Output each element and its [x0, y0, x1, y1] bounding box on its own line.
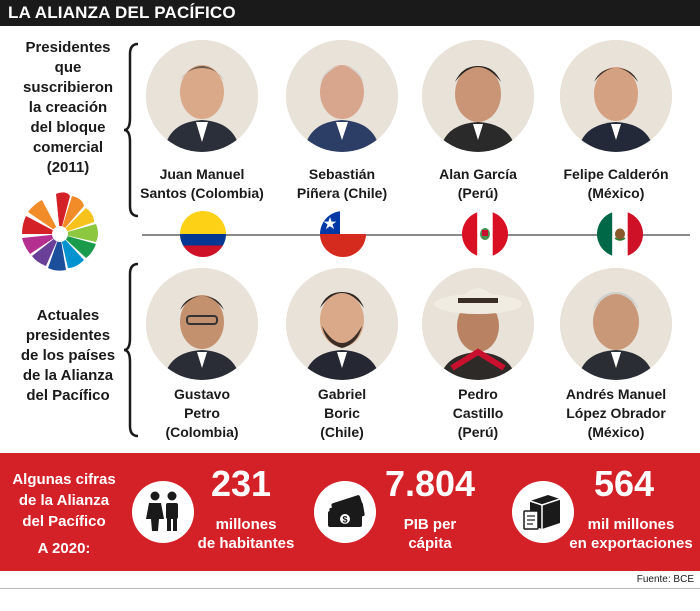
- founder-name-pinera: Sebastián Piñera (Chile): [296, 166, 388, 201]
- photo-andres-manuel-lopez-obrador: [560, 268, 672, 380]
- current-presidents-label: Actuales presidentes de los países de la…: [20, 307, 116, 404]
- bottom-divider: [0, 588, 700, 589]
- stat-desc-gdp: PIB per cápita: [403, 516, 457, 552]
- founder-name-calderon: Felipe Calderón (México): [563, 166, 669, 201]
- stat-desc-population: millones de habitantes: [197, 516, 295, 552]
- founders-label: Presidentes que suscribieron la creación…: [22, 39, 114, 176]
- stat-value-gdp: 7.804: [384, 463, 476, 504]
- photo-juan-manuel-santos: [146, 40, 258, 152]
- stat-desc-exports: mil millones en exportaciones: [569, 516, 693, 552]
- current-name-boric: Gabriel Boric (Chile): [317, 386, 367, 440]
- founder-name-garcia: Alan García (Perú): [439, 166, 517, 201]
- founders-brace: [124, 42, 139, 218]
- stats-lead-text: Algunas cifras de la Alianza del Pacífic…: [12, 471, 116, 557]
- timeline-line: [142, 234, 690, 236]
- stat-value-population: 231: [210, 463, 272, 504]
- flag-colombia: [180, 211, 226, 257]
- money-icon: $: [314, 481, 376, 543]
- photo-alan-garcia: [422, 40, 534, 152]
- stat-value-exports: 564: [593, 463, 655, 504]
- photo-pedro-castillo: [422, 268, 534, 380]
- founder-name-santos: Juan Manuel Santos (Colombia): [140, 166, 264, 201]
- flag-chile: [320, 211, 366, 257]
- flag-mexico: [597, 211, 643, 257]
- current-name-lopez-obrador: Andrés Manuel López Obrador (México): [565, 386, 667, 440]
- export-box-icon: [512, 481, 574, 543]
- current-name-castillo: Pedro Castillo (Perú): [452, 386, 504, 440]
- header-bar: LA ALIANZA DEL PACÍFICO: [0, 0, 700, 26]
- stats-band: Algunas cifras de la Alianza del Pacífic…: [0, 453, 700, 571]
- current-brace: [124, 262, 139, 438]
- page-title: LA ALIANZA DEL PACÍFICO: [8, 3, 236, 22]
- svg-text:$: $: [342, 515, 347, 525]
- photo-gabriel-boric: [286, 268, 398, 380]
- photo-sebastian-pinera: [286, 40, 398, 152]
- photo-felipe-calderon: [560, 40, 672, 152]
- people-icon: [132, 481, 194, 543]
- photo-gustavo-petro: [146, 268, 258, 380]
- flag-peru: [462, 211, 508, 257]
- current-name-petro: Gustavo Petro (Colombia): [165, 386, 239, 440]
- alianza-pacifico-logo: [22, 192, 98, 271]
- source-credit: Fuente: BCE: [636, 574, 694, 585]
